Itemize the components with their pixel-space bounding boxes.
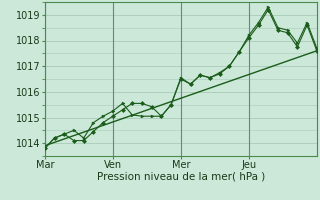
X-axis label: Pression niveau de la mer( hPa ): Pression niveau de la mer( hPa ): [97, 172, 265, 182]
